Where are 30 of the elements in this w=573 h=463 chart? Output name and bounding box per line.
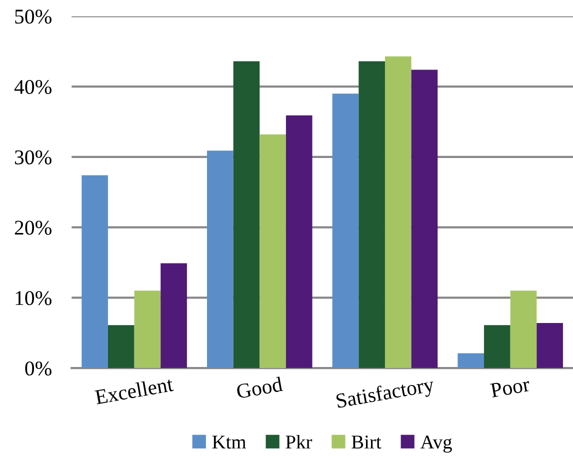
bar [536,323,563,368]
x-tick-label: Poor [490,377,530,398]
bar [358,61,385,368]
y-tick-label: 50% [15,10,52,24]
bar [82,175,108,368]
bar [233,61,260,368]
bar [510,290,537,368]
x-tick-label: Satisfactory [336,376,436,412]
y-tick-label: 20% [14,220,52,235]
y-tick-label: 30% [14,150,52,164]
x-tick-label: Excellent [94,376,174,404]
bar [411,70,438,368]
y-tick-label: 10% [16,291,52,306]
legend-label: Birt [352,436,382,449]
legend-label: Avg [420,436,452,453]
bar [134,290,161,368]
bar [332,94,359,368]
bar [108,325,134,368]
bar [160,263,187,368]
bar [206,150,234,368]
bar [286,115,312,368]
bar [484,325,510,368]
y-tick-label: 0% [25,361,52,376]
bar [260,134,286,368]
bar [384,56,412,368]
y-tick-label: 40% [14,80,52,94]
x-tick-label: Good [236,376,284,399]
bar [458,353,484,368]
legend-label: Ktm [212,436,246,449]
legend-label: Pkr [286,434,312,448]
